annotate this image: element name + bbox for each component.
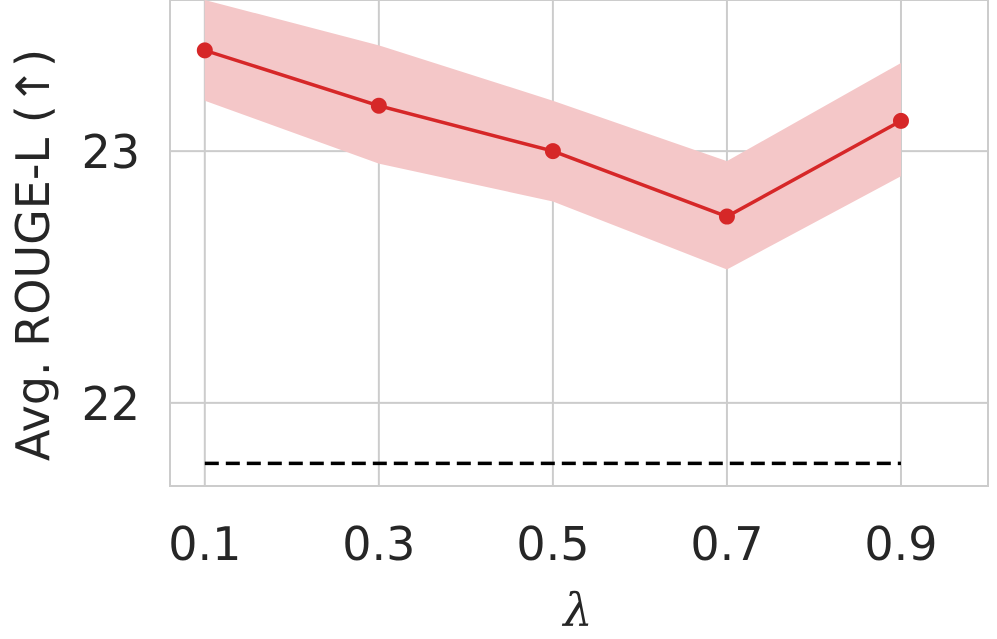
x-tick-label: 0.5 bbox=[516, 517, 589, 571]
confidence-band bbox=[204, 0, 901, 270]
series-points bbox=[196, 42, 909, 225]
data-point bbox=[892, 112, 909, 129]
plot-frame bbox=[169, 0, 989, 487]
x-axis-label: λ bbox=[561, 583, 592, 637]
data-point bbox=[370, 97, 387, 114]
x-tick-label: 0.3 bbox=[342, 517, 415, 571]
y-tick-label: 23 bbox=[81, 125, 140, 179]
y-tick-labels: 22 23 bbox=[81, 125, 140, 431]
confidence-band-area bbox=[204, 0, 901, 270]
data-point bbox=[196, 42, 213, 59]
x-tick-label: 0.1 bbox=[168, 517, 241, 571]
x-tick-label: 0.7 bbox=[690, 517, 763, 571]
x-tick-labels: 0.1 0.3 0.5 0.7 0.9 bbox=[168, 517, 937, 571]
y-axis-label: Avg. ROUGE-L (↑) bbox=[6, 49, 60, 461]
x-tick-label: 0.9 bbox=[864, 517, 937, 571]
data-point bbox=[544, 143, 561, 160]
y-tick-label: 22 bbox=[81, 377, 140, 431]
data-point bbox=[718, 208, 735, 225]
